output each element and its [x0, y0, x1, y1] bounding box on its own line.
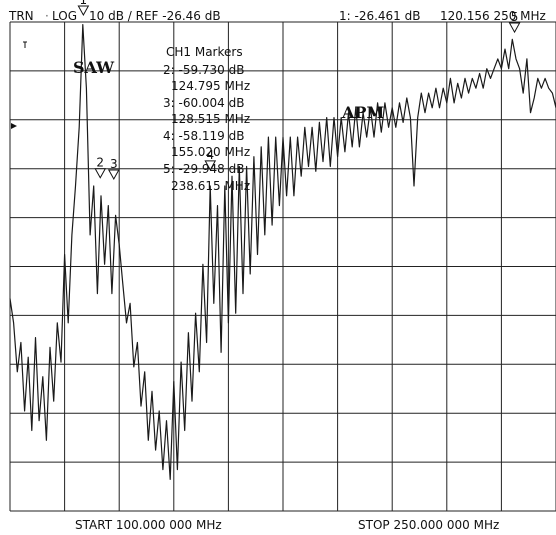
- marker-panel-line: 128.515 MHz: [171, 112, 251, 126]
- format: LOG: [52, 9, 78, 23]
- separator-dot: ·: [45, 9, 49, 23]
- marker-panel-line: 155.020 MHz: [171, 145, 251, 159]
- saw-annotation: SAW: [73, 58, 115, 77]
- marker-number: 4: [206, 148, 214, 162]
- marker-triangle-icon: [204, 160, 217, 171]
- marker-panel-line: 4: -58.119 dB: [163, 129, 245, 143]
- stop-frequency: STOP 250.000 000 MHz: [358, 518, 500, 532]
- marker-number: 3: [110, 157, 118, 171]
- marker-triangle-icon: [77, 5, 90, 17]
- channel-indicator-icon: [23, 41, 27, 48]
- marker-triangle-icon: [107, 169, 120, 181]
- marker-panel-line: 5: -29.948 dB: [163, 162, 245, 176]
- graticule: [9, 21, 556, 512]
- marker-number: 1: [80, 0, 88, 7]
- active-marker-frequency: 120.156 250 MHz: [440, 9, 546, 23]
- marker-panel-title: CH1 Markers: [166, 45, 243, 59]
- trace-mode: TRN: [9, 9, 34, 23]
- marker-panel-line: 3: -60.004 dB: [163, 96, 245, 110]
- trace-layer: [9, 24, 556, 480]
- marker-panel-line: 238.615 MHz: [171, 179, 251, 193]
- marker-triangle-icon: [94, 168, 107, 179]
- start-frequency: START 100.000 000 MHz: [75, 518, 222, 532]
- marker-number: 2: [96, 156, 104, 170]
- reference-indicators: [11, 41, 27, 129]
- marker-panel-line: 2: -59.730 dB: [163, 63, 245, 77]
- marker-layer: 12 345: [77, 0, 521, 181]
- marker-number: 5: [511, 10, 519, 24]
- marker-panel-line: 124.795 MHz: [171, 79, 251, 93]
- apm-annotation: APM: [342, 103, 385, 122]
- scale-readout: 10 dB / REF -26.46 dB: [89, 9, 221, 23]
- reference-level-arrow-icon: [11, 123, 17, 129]
- marker-triangle-icon: [508, 22, 521, 34]
- active-marker-value: 1: -26.461 dB: [339, 9, 421, 23]
- trace-line: [9, 24, 556, 480]
